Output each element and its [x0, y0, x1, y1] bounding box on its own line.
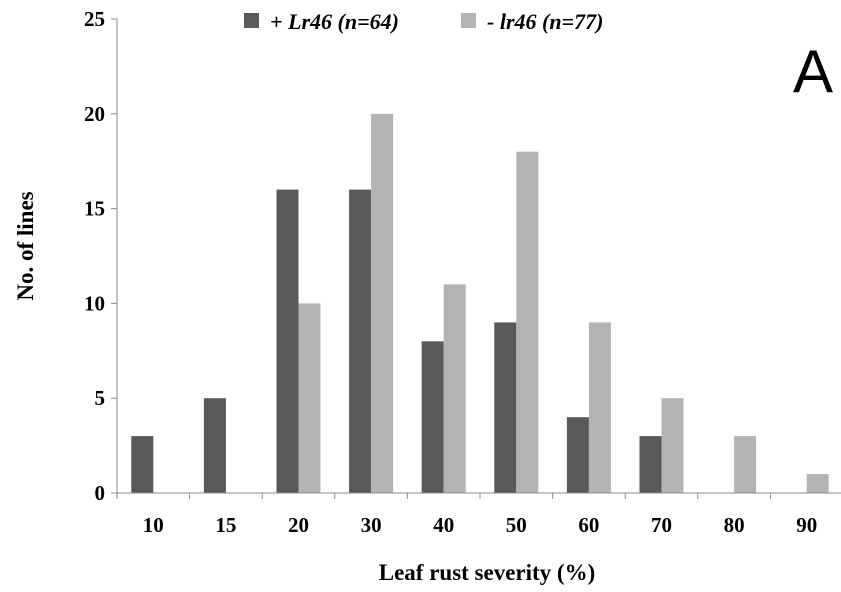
x-tick-label-40: 40: [433, 513, 454, 537]
x-tick-label-60: 60: [578, 513, 599, 537]
axes: [111, 18, 841, 499]
bar-series-1-20: [276, 189, 299, 493]
y-tick-label-5: 5: [95, 386, 106, 410]
bar-series-2-60: [588, 322, 611, 493]
x-tick-label-10: 10: [143, 513, 164, 537]
x-axis-title: Leaf rust severity (%): [379, 560, 596, 585]
x-tick-label-90: 90: [796, 513, 817, 537]
x-tick-labels: 10 15 20 30 40 50 60 70 80 90: [143, 513, 817, 537]
bar-series-1-15: [203, 398, 226, 493]
y-tick-label-0: 0: [95, 481, 106, 505]
y-tick-label-25: 25: [84, 7, 105, 31]
bar-series-1-30: [349, 189, 372, 493]
x-tick-label-50: 50: [506, 513, 527, 537]
y-tick-label-15: 15: [84, 197, 105, 221]
bar-series-1-50: [494, 322, 517, 493]
bar-series-1-60: [566, 417, 589, 493]
bar-series-2-40: [443, 284, 466, 493]
bar-series-2-80: [734, 436, 757, 493]
bar-series-2-20: [298, 303, 321, 493]
bar-series-1-40: [421, 341, 444, 493]
x-tick-label-20: 20: [288, 513, 309, 537]
legend-label-lr46-present: + Lr46 (n=64): [270, 9, 399, 34]
y-tick-label-10: 10: [84, 291, 105, 315]
bar-series-1-70: [639, 436, 662, 493]
legend: + Lr46 (n=64) - lr46 (n=77): [244, 9, 603, 34]
bar-series-2-30: [371, 113, 394, 494]
legend-swatch-lr46-absent: [461, 13, 476, 28]
bar-series-2-70: [661, 398, 684, 493]
bar-series-1-10: [131, 436, 154, 493]
legend-swatch-lr46-present: [244, 13, 259, 28]
x-tick-label-80: 80: [724, 513, 745, 537]
bar-series-2-90: [806, 474, 829, 493]
x-tick-label-15: 15: [215, 513, 236, 537]
x-tick-label-30: 30: [361, 513, 382, 537]
y-axis-title: No. of lines: [13, 191, 38, 300]
y-tick-labels: 0 5 10 15 20 25: [84, 7, 105, 505]
bars: [131, 113, 829, 494]
panel-label: A: [793, 38, 833, 105]
bar-series-2-50: [516, 151, 539, 493]
legend-label-lr46-absent: - lr46 (n=77): [487, 9, 603, 34]
x-tick-label-70: 70: [651, 513, 672, 537]
y-tick-label-20: 20: [84, 102, 105, 126]
